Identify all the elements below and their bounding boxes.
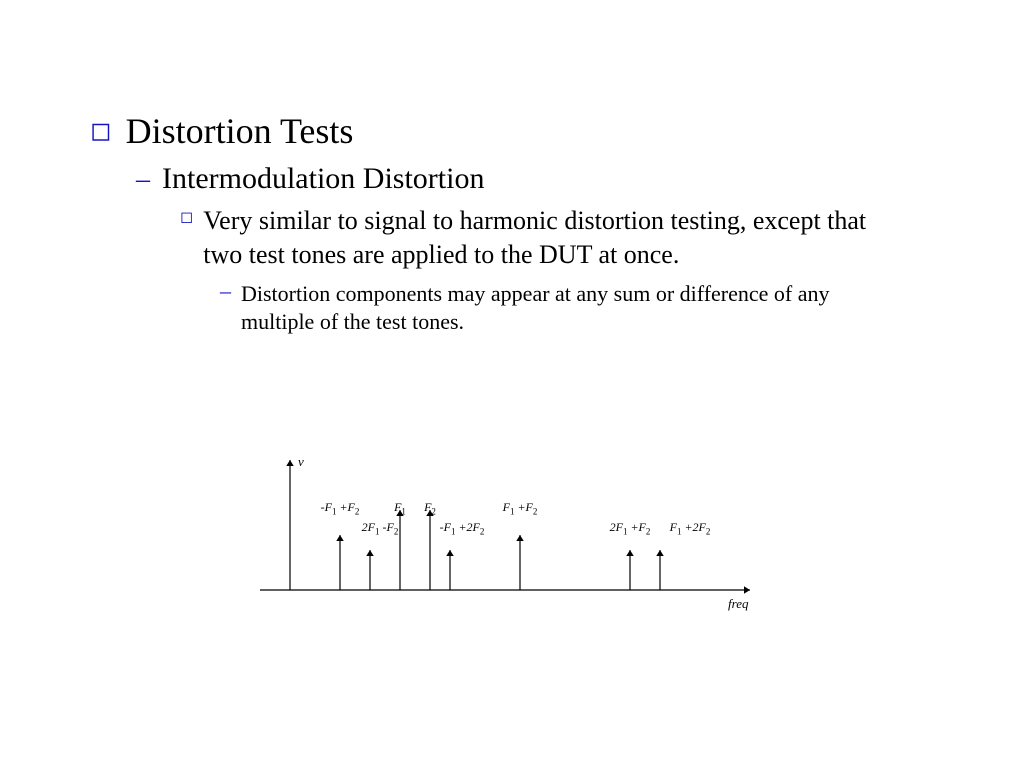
- level3-item: ◻ Very similar to signal to harmonic dis…: [180, 204, 934, 272]
- tone-label: -F1 +2F2: [440, 520, 485, 536]
- level2-item: – Intermodulation Distortion: [136, 162, 934, 196]
- spectrum-chart: v freq -F1 +F22F1 -F2 F1 F2-F1 +2F2 F1 +F2 2…: [260, 440, 750, 620]
- body-text-2: Distortion components may appear at any …: [241, 280, 861, 337]
- slide-title: Distortion Tests: [126, 110, 354, 152]
- tone-label: 2F1 +F2: [610, 520, 651, 536]
- tone-label: F1 +F2: [503, 500, 538, 516]
- y-axis-label: v: [298, 454, 304, 470]
- x-axis-label: freq: [728, 596, 748, 612]
- square-bullet-icon: ◻: [180, 210, 193, 226]
- tone-label: 2F1 -F2: [362, 520, 399, 536]
- tone-label: F1: [394, 500, 406, 516]
- tone-label: -F1 +F2: [321, 500, 360, 516]
- dash-bullet-icon: –: [136, 166, 150, 194]
- body-text-1: Very similar to signal to harmonic disto…: [203, 204, 903, 272]
- level4-item: – Distortion components may appear at an…: [220, 280, 934, 337]
- dash-bullet-icon: –: [220, 280, 231, 302]
- tone-label: F1 +2F2: [670, 520, 711, 536]
- tone-label: F2: [424, 500, 436, 516]
- level1-item: ◻ Distortion Tests: [90, 110, 934, 152]
- slide-content: ◻ Distortion Tests – Intermodulation Dis…: [0, 0, 1024, 337]
- slide-subtitle: Intermodulation Distortion: [162, 162, 484, 196]
- square-bullet-icon: ◻: [90, 117, 112, 143]
